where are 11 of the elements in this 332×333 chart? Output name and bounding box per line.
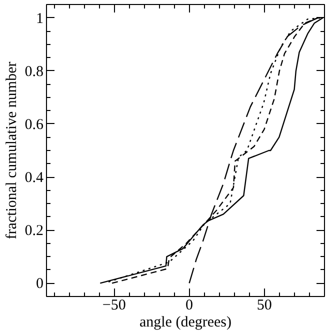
y-axis-title: fractional cumulative number [4,62,20,240]
y-tick-label: 0 [36,276,44,292]
y-tick-label: 0.4 [24,170,44,186]
y-tick-label: 0.2 [24,223,44,240]
x-tick-label: −50 [102,298,126,314]
y-tick-label: 0.8 [24,64,44,80]
x-axis-title: angle (degrees) [139,314,232,330]
y-tick-label: 1 [36,10,44,27]
x-tick-label: 0 [186,298,194,314]
x-tick-label: 50 [256,298,272,314]
y-tick-label: 0.6 [24,116,44,133]
